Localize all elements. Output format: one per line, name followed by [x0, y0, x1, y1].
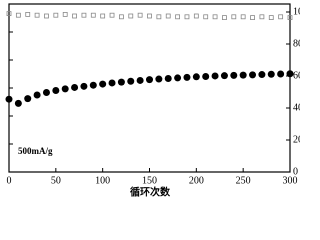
data-point	[277, 70, 285, 78]
data-point	[81, 12, 87, 18]
data-point	[230, 71, 238, 79]
y2-tick-label: 40	[293, 102, 300, 113]
data-point	[6, 11, 12, 16]
data-point	[220, 72, 228, 80]
data-point	[128, 13, 134, 19]
y2-tick-label: 20	[293, 134, 300, 145]
x-tick-label: 150	[142, 175, 157, 186]
data-point	[258, 71, 266, 79]
x-tick-label: 50	[51, 175, 61, 186]
chart: 循环次数 500mA/g 050100150200250300020406080…	[5, 3, 300, 198]
data-point	[25, 11, 31, 17]
x-tick-label: 200	[189, 175, 204, 186]
data-point	[202, 73, 210, 81]
data-point	[212, 14, 218, 20]
data-point	[24, 95, 32, 103]
x-tick-label: 100	[95, 175, 110, 186]
data-point	[53, 12, 59, 18]
data-point	[117, 78, 125, 86]
data-point	[184, 14, 190, 20]
data-point	[165, 13, 171, 19]
data-point	[127, 77, 135, 85]
data-point	[109, 12, 115, 18]
data-point	[164, 74, 172, 82]
data-point	[44, 13, 49, 19]
data-point	[231, 14, 237, 20]
x-axis-label: 循环次数	[130, 185, 171, 198]
data-point	[61, 85, 69, 93]
data-point	[147, 13, 152, 19]
data-point	[203, 14, 209, 20]
data-point	[250, 15, 255, 20]
data-point	[42, 88, 50, 96]
y2-tick-label: 0	[293, 166, 298, 177]
data-point	[287, 15, 293, 20]
x-tick-label: 250	[236, 175, 251, 186]
data-point	[211, 72, 219, 80]
data-point	[183, 73, 191, 81]
data-point	[71, 83, 79, 91]
data-point	[72, 13, 77, 19]
data-point	[14, 99, 22, 107]
data-point	[286, 70, 294, 78]
x-tick-label: 0	[7, 175, 12, 186]
data-point	[155, 75, 163, 83]
data-point	[222, 15, 227, 20]
y2-tick-label: 80	[293, 38, 300, 49]
y2-tick-label: 60	[293, 70, 300, 81]
data-point	[52, 87, 60, 95]
data-point	[5, 95, 13, 103]
data-point	[239, 71, 247, 79]
data-point	[15, 12, 21, 18]
data-point	[100, 13, 106, 19]
annotation: 500mA/g	[18, 146, 53, 156]
data-point	[119, 14, 124, 20]
data-point	[249, 71, 257, 79]
data-point	[33, 91, 41, 99]
data-point	[240, 14, 246, 20]
data-point	[137, 12, 143, 18]
data-point	[89, 81, 97, 89]
data-point	[99, 80, 107, 88]
data-point	[34, 12, 40, 18]
data-point	[146, 76, 153, 84]
data-point	[259, 14, 265, 20]
y2-tick-label: 100	[293, 6, 300, 17]
data-point	[108, 79, 116, 87]
data-point	[80, 82, 88, 90]
data-point	[136, 76, 144, 84]
data-point	[90, 12, 96, 18]
data-point	[192, 73, 200, 81]
data-point	[268, 15, 274, 20]
data-point	[278, 14, 284, 20]
x-tick-label: 300	[283, 175, 298, 186]
data-point	[193, 13, 199, 19]
data-point	[267, 70, 275, 78]
data-point	[174, 74, 182, 82]
data-point	[175, 14, 181, 20]
data-point	[62, 11, 68, 17]
data-point	[156, 14, 162, 20]
